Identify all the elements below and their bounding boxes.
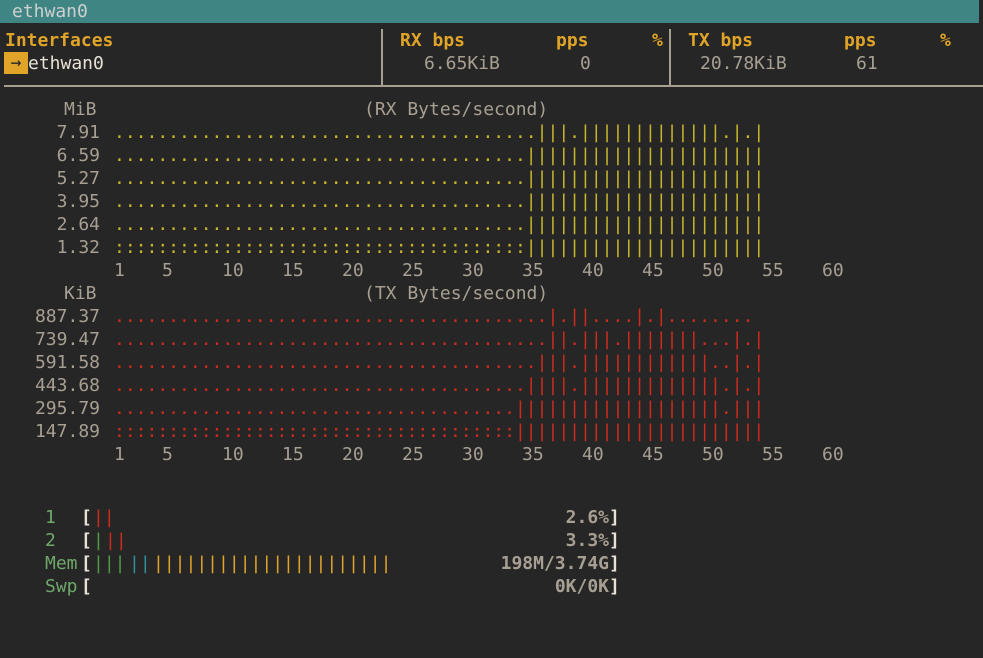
tx-unit-label: KiB [64,283,97,304]
rx-unit-label: MiB [64,99,97,120]
column-divider [381,29,383,85]
x-tick-label: 1 [114,260,125,281]
meter-label: Swp [45,576,78,597]
x-tick-label: 25 [402,444,424,465]
x-tick-label: 60 [822,444,844,465]
meter-bracket-open: [ [81,530,92,551]
tx-pps-value: 61 [856,53,878,74]
x-tick-label: 40 [582,444,604,465]
selection-arrow-icon: → [4,52,28,74]
col-tx-pps[interactable]: pps [844,30,877,51]
x-tick-label: 45 [642,260,664,281]
y-tick-label: 1.32 [56,237,100,258]
x-tick-label: 1 [114,444,125,465]
meter-label: 2 [45,530,56,551]
graph-row: ......................................||… [114,214,765,235]
x-tick-label: 50 [702,444,724,465]
y-tick-label: 7.91 [56,122,100,143]
meter-bracket-close: ] [609,530,620,551]
graph-row: ......................................||… [114,375,765,396]
x-tick-label: 50 [702,260,724,281]
meter-value: 2.6% [565,507,609,528]
x-tick-label: 25 [402,260,424,281]
tx-bps-value: 20.78KiB [700,53,787,74]
graph-row: ........................................… [114,329,765,350]
graph-row: ........................................… [114,306,754,327]
y-tick-label: 887.37 [34,306,100,327]
rx-pps-value: 0 [580,53,591,74]
window-title: ethwan0 [12,1,88,22]
x-tick-label: 35 [522,260,544,281]
col-tx-bps[interactable]: TX bps [688,30,754,51]
meter-value: 3.3% [565,530,609,551]
col-tx-pct[interactable]: % [940,30,951,51]
meter-label: Mem [45,553,78,574]
x-tick-label: 30 [462,444,484,465]
rx-graph-title: (RX Bytes/second) [364,99,549,120]
col-rx-pps[interactable]: pps [556,30,589,51]
graph-row: ......................................||… [114,145,765,166]
meter-bar-segment: || [93,507,115,528]
rx-bps-value: 6.65KiB [424,53,500,74]
x-tick-label: 40 [582,260,604,281]
x-tick-label: 20 [342,260,364,281]
y-tick-label: 6.59 [56,145,100,166]
y-tick-label: 443.68 [34,375,100,396]
col-rx-bps[interactable]: RX bps [400,30,466,51]
x-tick-label: 55 [762,260,784,281]
y-tick-label: 3.95 [56,191,100,212]
x-tick-label: 60 [822,260,844,281]
x-tick-label: 10 [222,444,244,465]
meter-bracket-open: [ [81,576,92,597]
y-tick-label: 147.89 [34,421,100,442]
y-tick-label: 591.58 [34,352,100,373]
tx-graph-title: (TX Bytes/second) [364,283,549,304]
meter-bracket-open: [ [81,507,92,528]
graph-row: ......................................||… [114,168,765,189]
meter-bar-segment: |||||||||||||||||||||| [153,553,392,574]
interface-name: ethwan0 [28,53,104,74]
x-tick-label: 5 [162,260,173,281]
x-tick-label: 15 [282,260,304,281]
meter-bar-segment: || [105,530,127,551]
x-tick-label: 10 [222,260,244,281]
meter-bracket-close: ] [609,553,620,574]
column-divider [669,29,671,85]
meter-value: 198M/3.74G [500,553,609,574]
meter-bracket-open: [ [81,553,92,574]
x-tick-label: 35 [522,444,544,465]
y-tick-label: 5.27 [56,168,100,189]
x-tick-label: 45 [642,444,664,465]
x-tick-label: 55 [762,444,784,465]
graph-row: :::::::::::::::::::::::::::::::::::::|||… [114,421,765,442]
meter-bracket-close: ] [609,507,620,528]
y-tick-label: 2.64 [56,214,100,235]
col-rx-pct[interactable]: % [652,30,663,51]
graph-row: ......................................||… [114,191,765,212]
meter-bracket-close: ] [609,576,620,597]
graph-row: .......................................|… [114,122,765,143]
meter-label: 1 [45,507,56,528]
x-tick-label: 15 [282,444,304,465]
y-tick-label: 295.79 [34,398,100,419]
meter-value: 0K/0K [554,576,609,597]
header-divider [4,85,983,87]
x-tick-label: 5 [162,444,173,465]
x-tick-label: 30 [462,260,484,281]
title-bar: ethwan0 [0,0,979,23]
graph-row: .......................................|… [114,352,765,373]
meter-bar-segment: | [93,530,104,551]
col-interfaces[interactable]: Interfaces [5,30,114,51]
meter-bar-segment: ||| [93,553,126,574]
y-tick-label: 739.47 [34,329,100,350]
graph-row: .....................................|||… [114,398,765,419]
meter-bar-segment: || [129,553,151,574]
graph-row: ::::::::::::::::::::::::::::::::::::::||… [114,237,765,258]
x-tick-label: 20 [342,444,364,465]
